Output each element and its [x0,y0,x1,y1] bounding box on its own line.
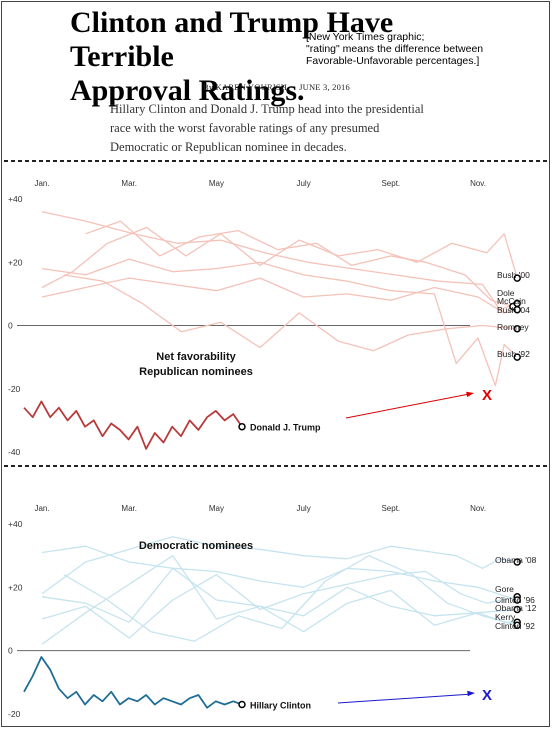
dem-series-line-1 [41,570,518,639]
publish-date: JUNE 3, 2016 [299,82,350,92]
author: By KAREN YOURISH [203,82,288,92]
rep-chart-title-line-1: Net favorability [156,351,236,363]
dem-series-line-5 [63,555,518,642]
dem-history-series [41,536,518,645]
title-line-1: Clinton and Trump Have Terrible [70,6,394,73]
dem-series-label: Clinton '96 [495,595,535,605]
dem-y-tick-label: +20 [8,582,23,592]
dem-series-line-2 [41,545,518,601]
dem-y-tick-label: +40 [8,519,23,529]
dem-arrow-line [337,693,470,704]
rep-arrow-line [345,393,469,419]
rep-series-label: Bush '92 [497,349,530,359]
dem-arrow-head [467,690,475,697]
rep-current-line [23,400,243,450]
dem-x-tick-label: May [209,504,224,513]
rep-x-tick-label: Nov. [470,179,486,188]
rep-arrow-head [466,391,474,398]
rep-chart-title-line-2: Republican nominees [139,366,253,378]
dem-series-label: Gore [495,584,514,594]
dem-series-label: Obama '12 [495,603,537,613]
rep-series-label: Bush '00 [497,270,530,280]
byline: By KAREN YOURISH JUNE 3, 2016 [203,82,350,92]
dem-x-tick-label: Jan. [34,504,49,513]
rep-series-end-marker [513,324,521,333]
rep-x-tick-label: Jan. [34,179,49,188]
rep-y-tick-label: +20 [8,257,23,267]
rep-series-end-marker [513,353,521,361]
rep-series-line-5 [41,258,518,387]
dem-series-label: Obama '08 [495,555,537,565]
rep-x-tick-label: May [209,179,224,188]
dem-series-end-marker [513,605,521,614]
rep-x-tick-label: Sept. [381,179,400,188]
rep-series-label: Dole [497,288,515,298]
rep-series-label: Bush '04 [497,305,530,315]
dem-series-end-marker [513,596,521,604]
rep-series-line-1 [85,220,514,308]
dem-x-marker: X [482,687,492,704]
rep-y-tick-label: -20 [8,384,21,394]
rep-series-line-4 [63,274,518,352]
dem-current-label: Hillary Clinton [250,701,311,711]
rep-x-tick-label: July [296,179,310,188]
rep-series-end-marker [513,305,521,314]
intro-paragraph: Hillary Clinton and Donald J. Trump head… [110,102,424,154]
dem-x-tick-label: July [296,504,310,513]
dem-x-tick-label: Sept. [381,504,400,513]
dem-series-label: Clinton '92 [495,621,535,631]
rep-y-tick-label: +40 [8,194,23,204]
rep-series-label: McCain [497,296,526,306]
rep-series-line-3 [41,277,518,314]
dem-y-tick-label: -20 [8,709,21,719]
rep-x-tick-label: Mar. [121,179,137,188]
dem-series-label: Kerry [495,612,516,622]
dem-x-tick-label: Mar. [121,504,137,513]
note-line-1: [New York Times graphic; [306,31,425,43]
title-line-2: Approval Ratings. [70,74,305,107]
rep-y-tick-label: -40 [8,447,21,457]
note-line-2: "rating" means the difference between [306,43,484,55]
rep-history-series [41,211,518,387]
editor-note: [New York Times graphic; "rating" means … [306,31,546,67]
rep-y-tick-label: 0 [8,321,13,331]
dem-series-line-0 [41,536,518,595]
rep-series-label: Romney [497,322,529,332]
dem-chart-title: Democratic nominees [139,540,253,552]
dem-series-line-3 [41,567,518,623]
rep-series-line-2 [41,211,518,311]
dem-y-tick-label: 0 [8,646,13,656]
rep-current-label: Donald J. Trump [250,423,321,433]
dem-series-end-marker [513,621,521,630]
dem-current-line [23,656,243,709]
dem-current-end-marker [238,700,246,709]
rep-x-marker: X [482,387,492,404]
rep-series-line-0 [41,226,518,289]
dem-series-end-marker [513,558,521,566]
dem-series-line-4 [41,555,518,645]
rep-current-end-marker [238,422,246,431]
dem-x-tick-label: Nov. [470,504,486,513]
note-line-3: Favorable-Unfavorable percentages.] [306,55,480,67]
page-title: Clinton and Trump Have Terrible Approval… [70,6,490,108]
rep-series-end-marker [513,274,521,282]
